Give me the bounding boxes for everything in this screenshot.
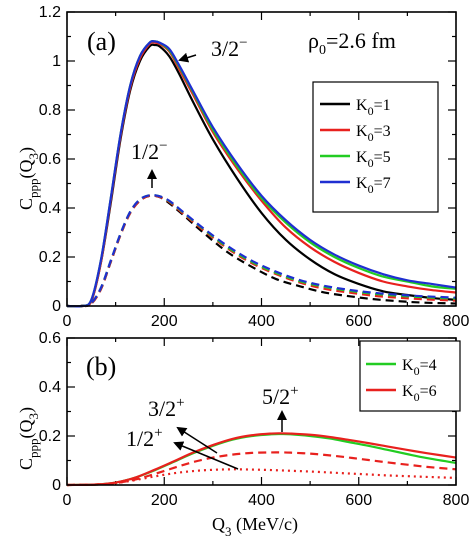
legend-a: K0=1 K0=3 K0=5 K0=7 — [312, 81, 439, 213]
y-tick-label: 0 — [52, 298, 61, 315]
series-line — [66, 432, 457, 487]
y-tick-label: 0.6 — [39, 330, 61, 347]
panel-a-frame — [66, 11, 457, 307]
legend-label: K0=4 — [402, 357, 437, 378]
arrow-3-2-minus — [178, 52, 197, 63]
y-tick-label: 0.6 — [39, 151, 61, 168]
x-tick-label: 600 — [345, 492, 372, 509]
label-3-2-minus: 3/2− — [211, 35, 248, 61]
legend-label: K0=3 — [356, 123, 391, 144]
panel-b-curves — [66, 432, 457, 487]
label-1-2-plus: 1/2+ — [126, 425, 163, 451]
series-line — [66, 193, 457, 308]
x-tick-label: 0 — [63, 492, 72, 509]
panel-a-curves — [66, 40, 457, 308]
panel-b-ylabel: Cppp(Q3) — [16, 407, 41, 470]
x-tick-label: 800 — [443, 492, 470, 509]
y-tick-label: 0.4 — [39, 200, 61, 217]
rho-annotation: ρ0=2.6 fm — [308, 28, 396, 58]
series-line — [66, 451, 457, 487]
label-1-2-minus: 1/2− — [131, 138, 168, 164]
arrow-1-2-plus — [173, 441, 239, 470]
y-tick-label: 1 — [52, 53, 61, 70]
panel-b-letter: (b) — [86, 352, 116, 381]
legend-b-box — [359, 340, 461, 412]
legend-label: K0=7 — [356, 175, 391, 196]
y-tick-label: 0.2 — [39, 428, 61, 445]
y-tick-label: 0.2 — [39, 249, 61, 266]
x-tick-label: 0 — [63, 313, 72, 330]
legend-b: K0=4 K0=6 — [359, 340, 461, 412]
x-tick-label: 200 — [151, 492, 178, 509]
y-tick-label: 0.4 — [39, 379, 61, 396]
x-tick-label: 600 — [345, 313, 372, 330]
rho-subscript: 0 — [319, 43, 326, 58]
rho-symbol: ρ — [308, 28, 319, 53]
series-line — [66, 194, 457, 308]
x-tick-label: 200 — [151, 313, 178, 330]
panel-a-letter: (a) — [87, 27, 116, 56]
label-5-2-plus: 5/2+ — [262, 383, 299, 409]
legend-a-box — [312, 81, 439, 213]
panel-a-ylabel: Cppp(Q3) — [16, 147, 41, 210]
legend-label: K0=6 — [402, 383, 437, 404]
series-line — [66, 40, 457, 308]
panel-a-ticks: 0 200 400 600 800 0 0.2 0.4 0.6 0.8 1 1.2 — [39, 4, 470, 330]
x-tick-label: 400 — [248, 492, 275, 509]
rho-value: =2.6 fm — [326, 28, 396, 53]
panel-b: 0 200 400 600 800 0 0.2 0.4 0.6 (b) 5/2+ 3/2+ 1/… — [16, 330, 469, 539]
panel-b-ticks: 0 200 400 600 800 0 0.2 0.4 0.6 — [39, 330, 470, 509]
panel-b-xlabel: Q3 (MeV/c) — [212, 514, 298, 539]
legend-label: K0=5 — [356, 149, 391, 170]
legend-label: K0=1 — [356, 97, 391, 118]
y-tick-label: 0 — [52, 477, 61, 494]
label-3-2-plus: 3/2+ — [148, 395, 185, 421]
x-tick-label: 400 — [248, 313, 275, 330]
y-tick-label: 1.2 — [39, 4, 61, 21]
y-tick-label: 0.8 — [39, 102, 61, 119]
arrow-3-2-plus — [176, 426, 218, 454]
x-tick-label: 800 — [443, 313, 470, 330]
